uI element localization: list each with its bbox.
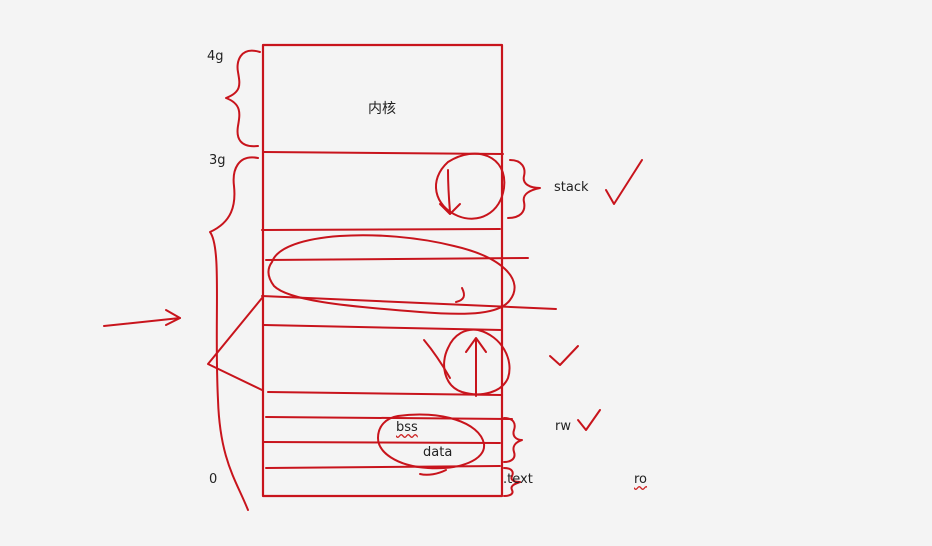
divider-heap-top [263, 324, 503, 331]
heap-checkmark [549, 345, 579, 366]
user-space-brace [209, 156, 259, 511]
address-label-3g: 3g [209, 153, 226, 168]
heap-arrow-swash [423, 339, 451, 379]
heap-up-arrow [465, 337, 487, 397]
rw-brace [503, 417, 523, 463]
pointer-arrow [103, 309, 181, 327]
stack-label: stack [554, 180, 589, 195]
rw-checkmark [577, 409, 601, 431]
address-label-4g: 4g [207, 49, 224, 64]
text-brace [503, 467, 521, 497]
bss-label: bss [396, 420, 418, 435]
mmap-oval-tail [455, 287, 465, 303]
stack-circle [435, 152, 506, 220]
data-circle [377, 413, 486, 470]
rw-label: rw [555, 419, 571, 434]
divider-mmap-bottom [261, 295, 557, 310]
kernel-label: 内核 [368, 101, 396, 117]
divider-bss-data [263, 441, 501, 444]
ro-label: ro [634, 472, 648, 487]
heap-circle [443, 328, 511, 396]
stack-brace [507, 159, 541, 219]
divider-kernel-user [263, 151, 504, 155]
data-label: data [423, 445, 453, 460]
memory-column-outline [261, 43, 504, 498]
address-label-0: 0 [209, 472, 218, 487]
divider-mmap-top [265, 257, 529, 261]
divider-stack-bottom [261, 228, 501, 231]
kernel-brace [225, 49, 261, 148]
stack-checkmark [605, 159, 643, 205]
chevron-mark [207, 297, 263, 391]
mmap-oval [267, 234, 516, 315]
data-circle-tail [419, 469, 447, 476]
divider-data-text [265, 465, 501, 469]
text-segment-label: .text [503, 472, 533, 487]
stack-down-arrow [439, 169, 461, 215]
divider-heap-bottom [267, 391, 503, 396]
